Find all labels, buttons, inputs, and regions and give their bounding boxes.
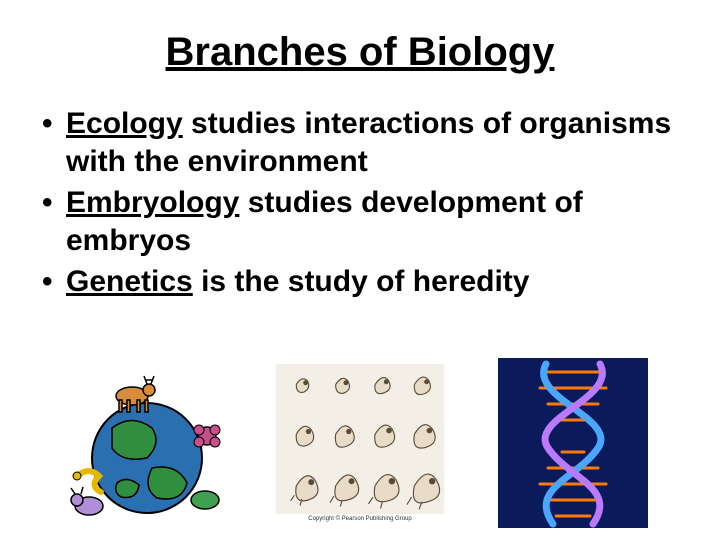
- genetics-image: [483, 358, 663, 528]
- embryology-image: Copyright © Pearson Publishing Group: [270, 358, 450, 528]
- bullet-item: Genetics is the study of heredity: [66, 263, 680, 301]
- bullet-term: Embryology: [66, 186, 239, 219]
- embryo-caption: Copyright © Pearson Publishing Group: [308, 516, 411, 522]
- bullet-term: Ecology: [66, 107, 183, 140]
- earth-animals-icon: [57, 358, 237, 528]
- bullet-rest: is the study of heredity: [193, 265, 530, 298]
- page-title: Branches of Biology: [40, 30, 680, 75]
- bullet-list: Ecology studies interactions of organism…: [40, 105, 680, 301]
- bullet-item: Ecology studies interactions of organism…: [66, 105, 680, 180]
- images-row: Copyright © Pearson Publishing Group: [0, 358, 720, 528]
- embryo-grid-icon: [275, 364, 445, 514]
- ecology-image: [57, 358, 237, 528]
- dna-helix-icon: [498, 358, 648, 528]
- slide: Branches of Biology Ecology studies inte…: [0, 0, 720, 540]
- bullet-item: Embryology studies development of embryo…: [66, 184, 680, 259]
- bullet-term: Genetics: [66, 265, 193, 298]
